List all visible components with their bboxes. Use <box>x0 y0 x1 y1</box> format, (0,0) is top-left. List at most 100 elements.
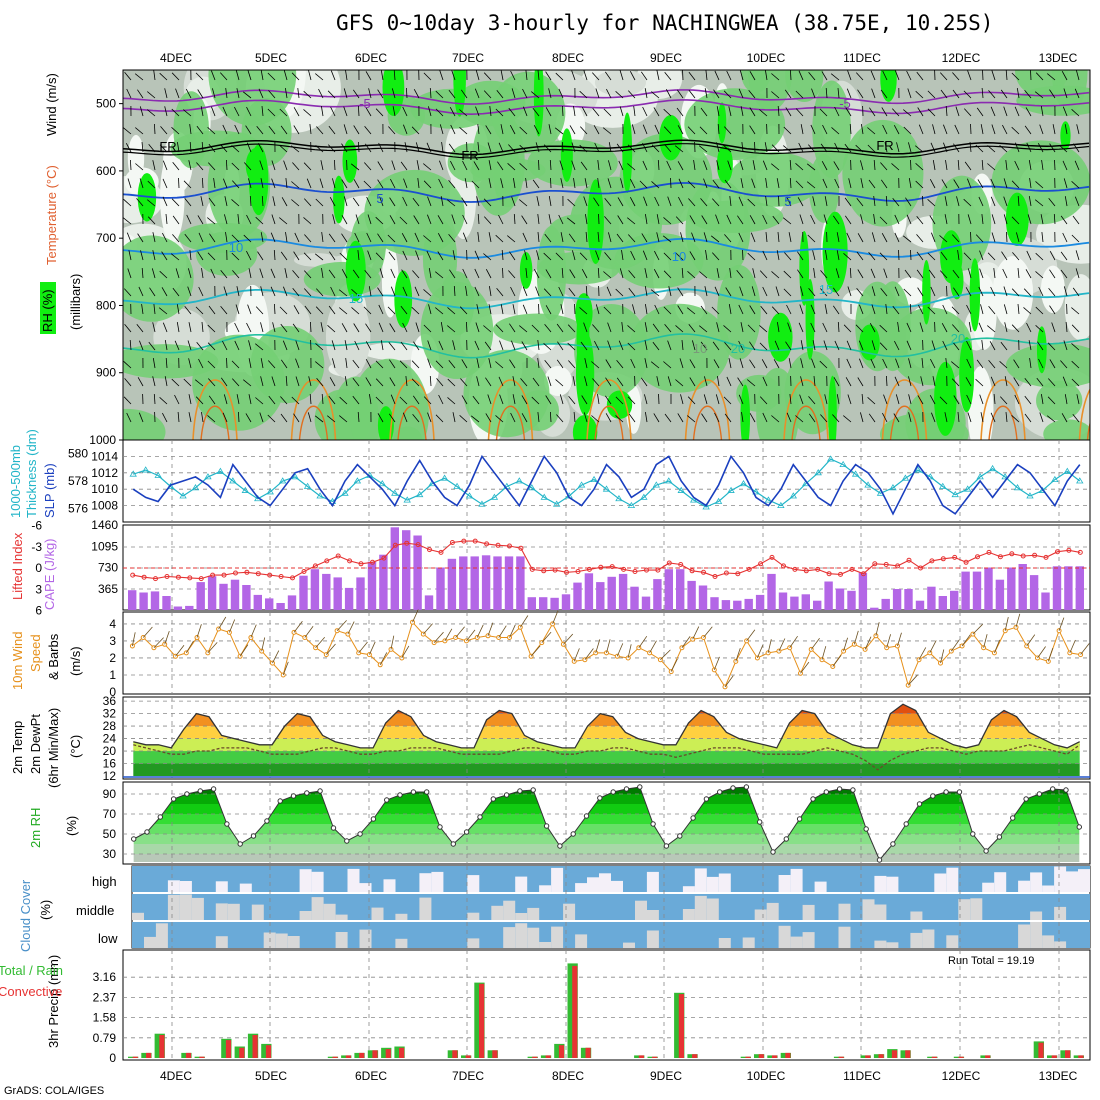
upper-wind-barb <box>617 197 624 207</box>
upper-wind-barb <box>963 90 972 99</box>
upper-wind-barb <box>772 215 780 225</box>
cape-tick-label: 730 <box>98 561 118 575</box>
upper-wind-barb <box>759 325 768 333</box>
upper-wind-barb <box>908 178 912 189</box>
upper-wind-barb <box>941 323 948 333</box>
li-point <box>484 541 490 547</box>
upper-wind-barb <box>1011 72 1020 81</box>
cape-bar <box>436 567 445 610</box>
upper-wind-barb <box>158 307 168 315</box>
upper-wind-barb <box>309 124 312 135</box>
upper-wind-barb <box>220 144 228 153</box>
upper-wind-barb <box>531 396 540 405</box>
upper-wind-barb <box>795 163 804 171</box>
upper-wind-barb <box>292 270 300 279</box>
upper-wind-barb <box>234 322 240 333</box>
contour-label: 5 <box>376 191 383 206</box>
upper-wind-barb <box>749 107 756 117</box>
li-point <box>312 563 318 569</box>
cloud-gap <box>347 868 360 892</box>
wind10-barb <box>336 620 347 631</box>
top-date-label: 10DEC <box>747 51 786 65</box>
upper-wind-barb <box>953 179 960 189</box>
upper-wind-barb <box>512 304 516 315</box>
li-point <box>175 574 181 580</box>
upper-wind-barb <box>550 177 552 189</box>
upper-wind-barb <box>226 357 228 369</box>
contour-label: -5 <box>839 96 851 111</box>
contour-25-lobe <box>192 379 238 440</box>
cape-bar <box>1064 566 1073 610</box>
precip-conv-bar <box>1065 1050 1071 1058</box>
wind10-barb <box>563 633 574 645</box>
thickness-point <box>665 477 673 484</box>
upper-wind-barb <box>255 216 264 225</box>
top-date-label: 11DEC <box>843 51 881 65</box>
upper-wind-barb <box>1038 358 1044 369</box>
wind10-barb <box>250 624 257 638</box>
cloud-gap <box>646 910 659 920</box>
upper-wind-barb <box>521 215 528 225</box>
upper-wind-barb <box>557 341 564 351</box>
rh-bright-patch <box>245 148 267 184</box>
upper-wind-barb <box>677 305 684 315</box>
cloud-gap <box>311 897 324 920</box>
rh-point <box>796 816 803 822</box>
upper-wind-barb <box>873 159 876 171</box>
upper-wind-barb <box>522 88 528 99</box>
upper-wind-barb <box>447 307 456 315</box>
upper-wind-barb <box>711 306 720 315</box>
upper-wind-barb <box>879 216 888 225</box>
upper-wind-barb <box>545 305 552 315</box>
upper-wind-barb <box>748 89 756 99</box>
upper-wind-barb <box>806 163 816 171</box>
cape-bar <box>1075 566 1084 610</box>
upper-wind-barb <box>846 358 852 369</box>
slp-line <box>132 454 1081 516</box>
upper-wind-barb <box>510 286 516 297</box>
upper-wind-barb <box>400 305 408 315</box>
upper-wind-barb <box>207 127 216 135</box>
upper-wind-barb <box>800 124 804 135</box>
upper-wind-barb <box>737 215 744 225</box>
cloud-gap <box>982 882 995 892</box>
li-point <box>575 569 581 574</box>
thickness-point <box>216 467 225 474</box>
upper-wind-barb <box>280 125 288 135</box>
upper-wind-barb <box>375 252 384 261</box>
bottom-date-label: 4DEC <box>160 1069 192 1083</box>
upper-wind-barb <box>292 287 300 297</box>
cape-bar <box>150 591 160 610</box>
upper-wind-barb <box>569 269 576 279</box>
upper-wind-barb <box>555 72 564 81</box>
cloud-gap <box>227 903 240 920</box>
upper-wind-barb <box>953 395 960 405</box>
rh-bright-patch <box>828 375 837 440</box>
cloud-gap <box>910 911 923 920</box>
thickness-point <box>552 500 561 507</box>
upper-wind-barb <box>929 395 936 405</box>
cloud-gap <box>132 912 144 920</box>
upper-wind-barb <box>328 395 336 405</box>
rh-green-patch <box>123 235 194 322</box>
cape-bar <box>676 569 685 610</box>
upper-wind-barb <box>1061 71 1068 81</box>
upper-wind-barb <box>403 178 408 189</box>
thickness-point <box>901 474 910 481</box>
upper-wind-barb <box>535 286 540 297</box>
li-point <box>335 553 341 559</box>
upper-wind-barb <box>488 160 492 171</box>
cape-bar <box>950 590 959 610</box>
upper-wind-barb <box>519 144 528 153</box>
top-date-label: 13DEC <box>1039 51 1078 65</box>
upper-wind-barb <box>365 341 372 351</box>
precip-conv-bar <box>785 1052 791 1058</box>
upper-wind-barb <box>922 195 924 207</box>
upper-wind-barb <box>663 217 672 225</box>
upper-wind-barb <box>532 377 540 387</box>
upper-wind-barb <box>1024 413 1032 423</box>
upper-wind-barb <box>885 304 888 315</box>
upper-wind-barb <box>171 198 180 207</box>
upper-wind-barb <box>987 325 996 333</box>
rh-green-patch <box>470 158 546 183</box>
